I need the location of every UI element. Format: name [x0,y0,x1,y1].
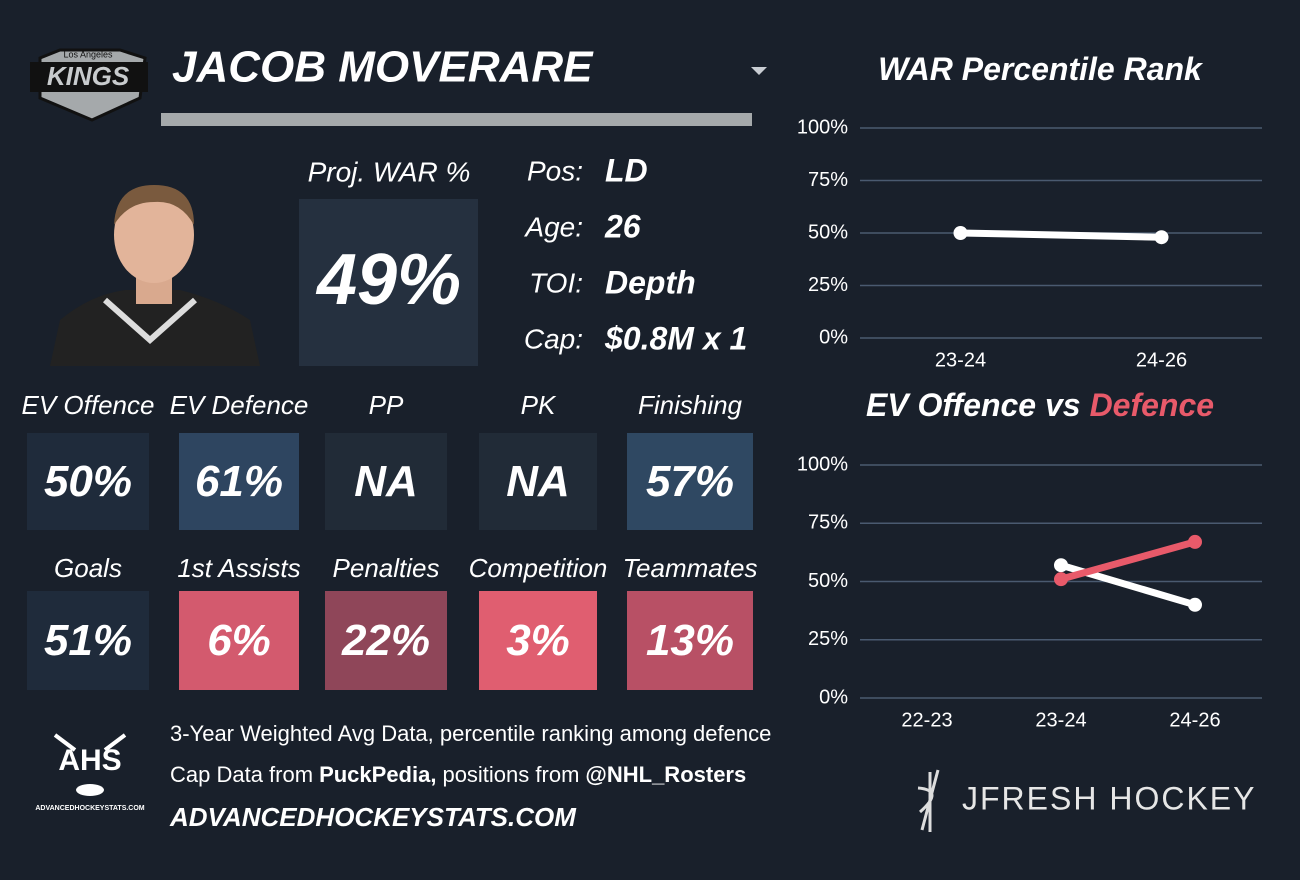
tile-label: EV Offence [22,390,155,420]
brand-text: JFRESH HOCKEY [962,780,1256,816]
info-label: Cap: [524,323,583,354]
tile-box [27,433,149,530]
tile-label: Competition [469,553,608,583]
tile-box [325,433,447,530]
tile-label: Finishing [638,390,743,420]
tile-value: 6% [207,616,271,665]
y-tick-label: 75% [808,169,848,191]
footer-segment: 3-Year Weighted Avg Data, percentile ran… [170,721,771,746]
tile-box [27,591,149,690]
info-label: Pos: [527,155,583,186]
y-tick-label: 50% [808,221,848,243]
y-tick-label: 0% [819,326,848,348]
y-tick-label: 100% [797,116,848,138]
chart-title-part: WAR Percentile Rank [878,51,1204,87]
tile-value: 3% [506,616,570,665]
tile-box [479,433,597,530]
tile-value: 61% [195,457,283,506]
tile-value: 50% [44,457,132,506]
tile-label: PK [521,390,557,420]
series-point [1054,558,1068,573]
y-tick-label: 50% [808,570,848,592]
chart-title: WAR Percentile Rank [878,51,1204,87]
logo-subtext: Los Angeles [63,49,113,59]
series-point [1154,230,1169,245]
x-tick-label: 23-24 [935,349,986,371]
footer-line: 3-Year Weighted Avg Data, percentile ran… [170,721,771,746]
player-name: JACOB MOVERARE [172,43,594,92]
series-point [1054,572,1068,587]
info-value: $0.8M x 1 [604,320,747,356]
logo-text: KINGS [47,61,130,91]
tile-label: EV Defence [170,390,309,420]
tile-value: 51% [44,616,132,665]
tile-value: 57% [646,457,734,506]
tile-box [627,433,753,530]
info-value: LD [605,152,648,188]
ahs-url: ADVANCEDHOCKEYSTATS.COM [35,805,144,812]
series-point [953,226,968,240]
tile-label: 1st Assists [177,553,300,583]
tile-label: Penalties [333,553,440,583]
projection-box [299,199,478,366]
x-tick-label: 22-23 [901,709,952,731]
series-line [1057,538,1199,583]
projection-value: 49% [315,240,461,320]
y-tick-label: 75% [808,512,848,534]
footer-line: Cap Data from PuckPedia, positions from @NH… [170,762,746,787]
projection-label: Proj. WAR % [308,156,471,187]
info-value: Depth [605,264,696,300]
team-logo: Los Angeles KINGS [30,48,148,122]
tile-box [179,433,299,530]
footer-segment: PuckPedia, [319,762,436,787]
tile-value: NA [506,457,570,506]
footer-segment: @NHL_Rosters [585,762,746,787]
info-value: 26 [604,208,641,244]
ahs-logo: AHS ADVANCEDHOCKEYSTATS.COM [35,733,145,812]
footer-segment: Cap Data from [170,762,313,787]
chart-title-part: Defence [1090,387,1215,423]
chart-title: EV Offence vs Defence [866,387,1214,423]
x-tick-label: 23-24 [1035,709,1086,731]
y-tick-label: 0% [819,686,848,708]
footer-segment: ADVANCEDHOCKEYSTATS.COM [169,802,577,832]
chart-title-part: EV Offence vs [866,387,1081,423]
tile-box [179,591,299,690]
tile-value: 22% [341,616,430,665]
tile-box [627,591,753,690]
brand-logo: JFRESH HOCKEY [917,769,1256,832]
tile-label: Teammates [623,553,758,583]
x-tick-label: 24-26 [1136,349,1187,371]
series-line [957,229,1165,241]
tile-value: NA [354,457,418,506]
dropdown-arrow[interactable] [751,67,767,75]
tile-value: 13% [646,616,734,665]
info-label: Age: [523,211,583,242]
series-point [1188,597,1202,612]
info-label: TOI: [529,267,583,298]
y-tick-label: 25% [808,628,848,650]
y-tick-label: 100% [797,453,848,475]
ahs-logo-text: AHS [58,744,121,777]
footer-segment: positions from [442,762,579,787]
footer-line: ADVANCEDHOCKEYSTATS.COM [169,802,577,832]
tile-label: Goals [54,553,122,583]
tile-box [325,591,447,690]
y-tick-label: 25% [808,274,848,296]
series-point [1188,534,1202,549]
x-tick-label: 24-26 [1169,709,1220,731]
selector-bar[interactable] [161,113,752,126]
tile-label: PP [369,390,404,420]
tile-box [479,591,597,690]
player-photo [50,185,260,366]
